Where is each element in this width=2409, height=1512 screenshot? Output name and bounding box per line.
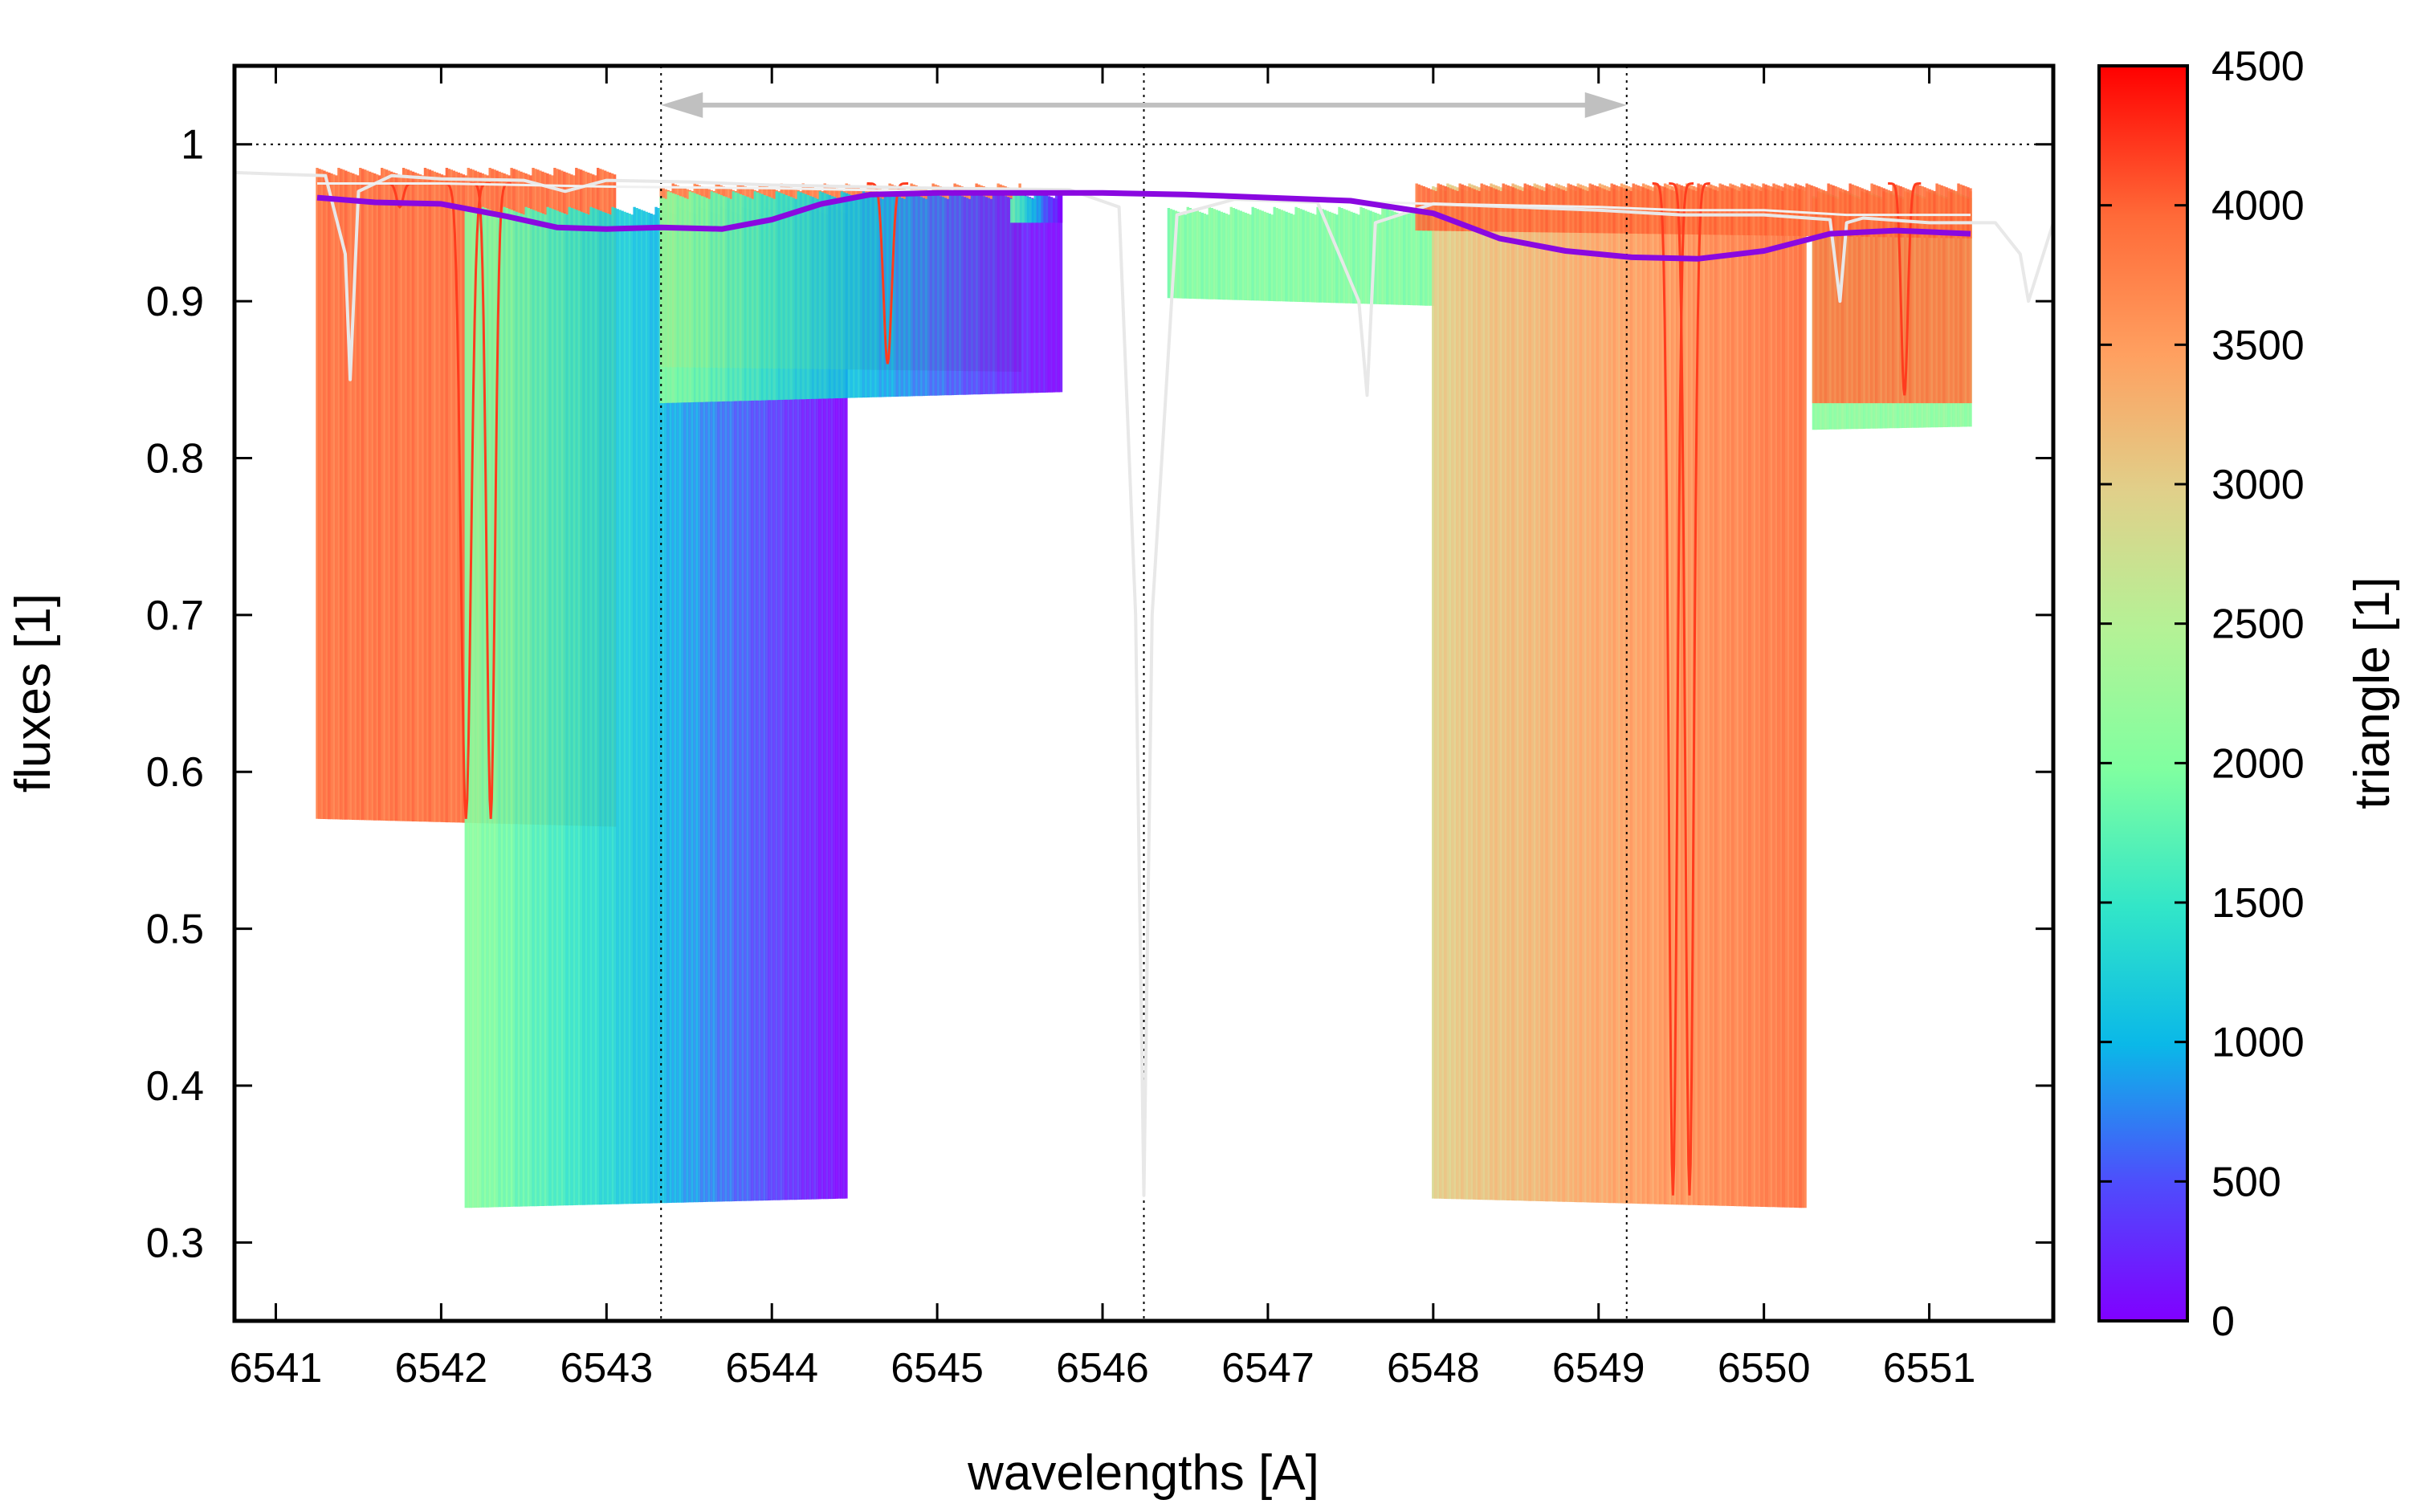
absorption-line	[1669, 182, 1710, 1196]
y-tick-label: 0.9	[146, 279, 204, 325]
colorbar-tick-label: 1000	[2211, 1020, 2305, 1066]
plot-frame	[232, 63, 2056, 1323]
x-axis-title: wavelengths [A]	[967, 1445, 1319, 1501]
y-axis-title: fluxes [1]	[6, 593, 61, 793]
colorbar-tick-label: 2500	[2211, 601, 2305, 648]
observed-spectrum-line	[234, 170, 2053, 1197]
x-tick-label: 6548	[1387, 1345, 1480, 1392]
x-tick-label: 6550	[1718, 1345, 1811, 1392]
spectra-block	[659, 191, 1063, 404]
y-tick-label: 0.4	[146, 1063, 204, 1110]
x-tick-label: 6546	[1056, 1345, 1149, 1392]
colorbar-tick-label: 4000	[2211, 183, 2305, 230]
y-tick-label: 0.6	[146, 749, 204, 796]
x-tick-label: 6549	[1552, 1345, 1645, 1392]
absorption-line	[866, 182, 909, 365]
range-arrow-head-left	[661, 92, 703, 118]
y-tick-label: 0.7	[146, 593, 204, 639]
model-spectra-blocks	[316, 168, 1972, 1208]
x-tick-label: 6547	[1221, 1345, 1315, 1392]
spectra-block	[1167, 206, 1435, 306]
series-lines	[234, 170, 2053, 1197]
y-tick-label: 1	[181, 122, 204, 169]
range-arrow-head-right	[1584, 92, 1627, 118]
y-tick-label: 0.3	[146, 1220, 204, 1266]
mean-spectrum-line	[316, 190, 1971, 262]
spectra-block	[1432, 183, 1807, 1208]
absorption-line	[1652, 182, 1694, 1196]
colorbar: 0 500 1000 1500 2000 2500 3000 3500 4000 4500	[2097, 43, 2305, 1345]
absorption-line	[441, 182, 491, 819]
colorbar-title: triangle [1]	[2345, 577, 2400, 809]
x-tick-label: 6541	[230, 1345, 323, 1392]
absorption-lines	[383, 182, 1922, 1196]
x-tick-label: 6545	[891, 1345, 984, 1392]
colorbar-tick-label: 1500	[2211, 880, 2305, 927]
spectra-block	[1010, 191, 1063, 223]
colorbar-tick-label: 2000	[2211, 740, 2305, 787]
colorbar-tick-label: 3000	[2211, 462, 2305, 508]
reference-lines	[234, 66, 2053, 1321]
absorption-line	[470, 182, 512, 819]
colorbar-gradient	[2097, 64, 2189, 1322]
x-tick-label: 6542	[395, 1345, 488, 1392]
colorbar-tick-label: 3500	[2211, 322, 2305, 369]
y-tick-label: 0.8	[146, 435, 204, 482]
colorbar-tick-label: 0	[2211, 1298, 2235, 1345]
x-tick-label: 6551	[1883, 1345, 1976, 1392]
y-tick-label: 0.5	[146, 907, 204, 953]
axes: 6541 6542 6543 6544 6545 6546 6547 6548 6549 6550…	[146, 66, 2053, 1392]
colorbar-tick-label: 500	[2211, 1159, 2281, 1205]
x-tick-label: 6544	[725, 1345, 818, 1392]
x-tick-label: 6543	[560, 1345, 653, 1392]
colorbar-tick-label: 4500	[2211, 43, 2305, 90]
absorption-line	[1888, 182, 1922, 396]
